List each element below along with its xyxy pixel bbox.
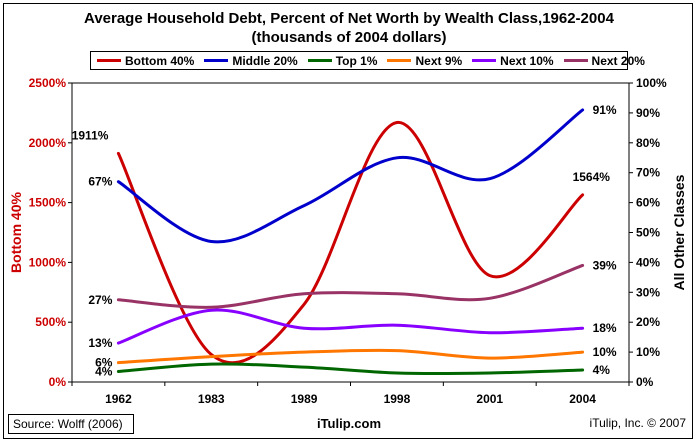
chart-legend: Bottom 40% Middle 20% Top 1% Next 9% Next 10… — [90, 51, 645, 70]
legend-label: Bottom 40% — [125, 53, 195, 68]
site-credit: iTulip.com — [316, 416, 382, 431]
series-line-top-1pct — [116, 362, 585, 376]
left-axis-tick-label: 0% — [49, 375, 67, 389]
data-label: 6% — [95, 356, 113, 370]
right-axis-tick-label: 60% — [636, 196, 660, 210]
right-axis-tick-label: 10% — [636, 345, 660, 359]
x-axis-tick-label: 1989 — [291, 392, 318, 406]
legend-item-next-10pct: Next 10% — [472, 53, 554, 68]
left-axis-tick-label: 2000% — [29, 136, 67, 150]
legend-item-bottom-40pct: Bottom 40% — [97, 54, 194, 68]
legend-label: Next 9% — [415, 53, 463, 68]
copyright-note: iTulip, Inc. © 2007 — [589, 416, 686, 430]
left-axis-tick-label: 500% — [35, 315, 66, 329]
right-axis-tick-label: 70% — [636, 166, 660, 180]
right-axis-tick-label: 40% — [636, 255, 660, 269]
legend-swatch — [563, 59, 588, 62]
data-label: 18% — [593, 321, 617, 335]
series-line-bottom-40pct — [116, 121, 585, 365]
legend-label: Next 10% — [500, 53, 554, 68]
right-axis-tick-label: 20% — [636, 315, 660, 329]
legend-label: Next 20% — [591, 53, 645, 68]
data-label: 1564% — [573, 170, 611, 184]
data-label: 10% — [593, 345, 617, 359]
legend-swatch — [472, 59, 497, 62]
right-axis-tick-label: 100% — [636, 76, 667, 90]
data-label: 67% — [88, 175, 112, 189]
data-label: 39% — [593, 258, 617, 272]
x-axis-tick-label: 2001 — [476, 392, 503, 406]
x-axis-tick-label: 1962 — [105, 392, 132, 406]
chart-title-line1: Average Household Debt, Percent of Net W… — [84, 10, 614, 27]
data-label: 13% — [88, 336, 112, 350]
x-axis-tick-label: 1998 — [384, 392, 411, 406]
data-label: 4% — [95, 365, 113, 379]
legend-item-top-1pct: Top 1% — [307, 53, 378, 68]
left-axis-tick-label: 1500% — [29, 196, 67, 210]
chart-title-line2: (thousands of 2004 dollars) — [251, 29, 447, 46]
legend-swatch — [204, 59, 229, 62]
series-line-middle-20pct — [116, 108, 585, 244]
right-axis-tick-label: 80% — [636, 136, 660, 150]
legend-swatch — [97, 59, 121, 62]
left-axis-tick-label: 2500% — [29, 76, 67, 90]
data-label: 91% — [593, 103, 617, 117]
x-axis-tick-label: 2004 — [569, 392, 596, 406]
series-line-next-9pct — [116, 348, 585, 365]
left-axis-title: Bottom 40% — [8, 192, 24, 273]
plot-area — [71, 82, 630, 383]
data-label: 4% — [593, 363, 611, 377]
legend-swatch — [307, 59, 332, 62]
right-axis-tick-label: 90% — [636, 106, 660, 120]
legend-item-next-20pct: Next 20% — [563, 53, 645, 68]
right-axis-tick-label: 0% — [636, 375, 654, 389]
legend-label: Top 1% — [335, 53, 378, 68]
left-axis-tick-label: 1000% — [29, 255, 67, 269]
chart-title: Average Household Debt, Percent of Net W… — [0, 9, 698, 47]
data-label: 1911% — [72, 128, 109, 142]
legend-swatch — [387, 59, 412, 62]
right-axis-tick-label: 50% — [636, 226, 660, 240]
series-line-next-10pct — [116, 308, 585, 345]
x-axis-tick-label: 1983 — [198, 392, 225, 406]
source-note: Source: Wolff (2006) — [8, 414, 134, 434]
right-axis-tick-label: 30% — [636, 285, 660, 299]
data-label: 27% — [88, 293, 112, 307]
right-axis-title: All Other Classes — [671, 174, 687, 290]
legend-item-next-9pct: Next 9% — [387, 54, 462, 68]
legend-label: Middle 20% — [232, 53, 298, 68]
legend-item-middle-20pct: Middle 20% — [204, 53, 298, 68]
series-line-next-20pct — [116, 263, 585, 309]
chart-frame — [3, 3, 693, 439]
